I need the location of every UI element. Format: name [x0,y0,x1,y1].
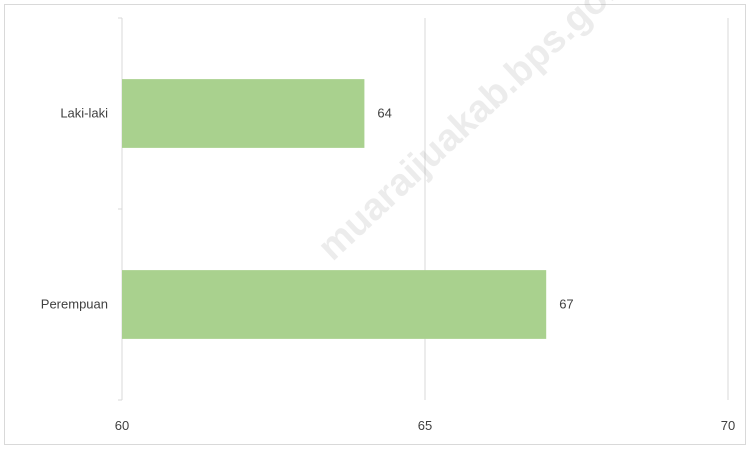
category-label-perempuan: Perempuan [41,297,108,312]
chart-frame [4,4,746,445]
data-label-laki-laki: 64 [377,106,391,121]
grid-layer [121,18,729,400]
labels-layer: 60 65 70 Laki-laki 64 Perempuan 67 [41,106,735,434]
bar-perempuan [122,270,547,339]
data-label-perempuan: 67 [559,297,573,312]
axis-layer [118,17,122,401]
bars-layer [122,79,547,339]
x-tick-label-70: 70 [721,418,735,433]
x-tick-label-65: 65 [418,418,432,433]
bar-laki-laki [122,79,365,148]
x-tick-label-60: 60 [115,418,129,433]
category-label-laki-laki: Laki-laki [60,106,108,121]
